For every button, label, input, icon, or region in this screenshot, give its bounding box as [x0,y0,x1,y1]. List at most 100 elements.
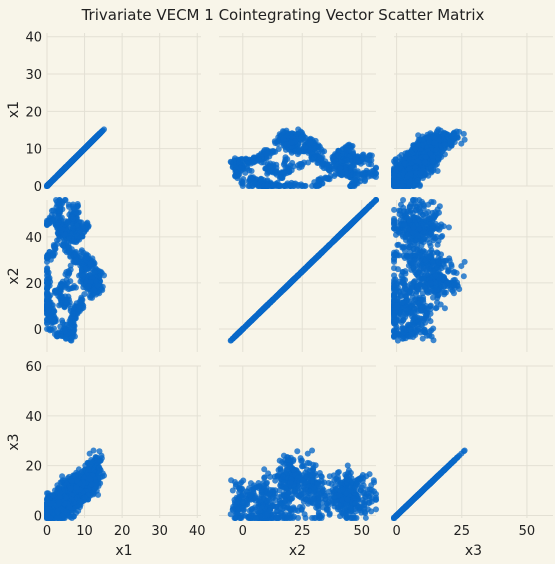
points-group [391,126,468,189]
panel-x2-vs-x2 [219,197,379,352]
panel-x2-vs-x1: 0 20 40 x2 [6,197,201,352]
data-point [426,138,433,145]
data-point [391,171,397,178]
data-point [69,224,76,231]
data-point [326,161,333,168]
data-point [460,130,467,137]
data-point [458,140,465,147]
data-point [239,180,246,187]
data-point [239,325,246,332]
data-point [391,179,397,186]
data-point [70,258,77,265]
data-point [430,167,437,174]
data-point [421,159,428,166]
data-point [355,158,362,165]
data-point [52,290,59,297]
y-axis-label: x1 [6,101,22,118]
data-point [237,165,244,172]
data-point [254,181,261,188]
data-point [327,173,334,180]
data-point [360,169,367,176]
data-point [248,176,255,183]
data-point [297,135,304,142]
data-point [66,203,73,210]
y-axis-label: x2 [6,267,22,284]
data-point [429,158,436,165]
data-point [415,136,422,143]
data-point [368,152,375,159]
panel-x1-vs-x1: 0 10 20 30 40 x1 [6,31,201,195]
data-point [74,200,81,207]
data-point [91,269,98,276]
data-point [422,153,429,160]
data-point [57,209,64,216]
data-point [44,265,51,272]
data-point [284,156,291,163]
points-group [44,126,108,189]
data-point [407,170,414,177]
data-point [87,260,94,267]
data-point [50,317,57,324]
y-tick-label: 20 [25,277,42,292]
data-point [414,158,421,165]
data-point [307,139,314,146]
data-point [326,242,333,249]
data-point [75,209,82,216]
data-point [71,282,78,289]
data-point [68,214,75,221]
data-point [301,159,308,166]
data-point [451,132,458,139]
data-point [309,156,316,163]
y-tick-label: 0 [34,180,42,195]
data-point [429,153,436,160]
data-point [61,328,68,335]
data-point [57,169,64,176]
data-point [276,174,283,181]
y-tick-label: 0 [34,323,42,338]
data-point [294,146,301,153]
data-point [57,323,64,330]
data-point [309,258,316,265]
data-point [248,168,255,175]
data-point [290,163,297,170]
data-point [59,317,66,324]
data-point [361,178,368,185]
data-point [422,171,429,178]
data-point [431,139,438,146]
data-point [414,177,421,184]
data-point [290,276,297,283]
data-point [65,242,72,249]
y-tick-label: 40 [25,31,42,46]
data-point [301,266,308,273]
y-tick-label: 10 [25,143,42,158]
data-point [302,182,309,189]
data-point [435,126,442,133]
data-point [54,241,61,248]
data-point [365,161,372,168]
data-point [441,129,448,136]
data-point [434,154,441,161]
data-point [372,165,379,172]
data-point [441,141,448,148]
y-tick-label: 20 [25,105,42,120]
data-point [359,152,366,159]
points-group [44,197,108,344]
data-point [61,197,68,204]
data-point [417,169,424,176]
points-group [227,197,379,344]
data-point [305,159,312,166]
data-point [398,152,405,159]
points-group [227,126,379,189]
panel-x1-vs-x3 [391,33,553,189]
chart-title: Trivariate VECM 1 Cointegrating Vector S… [81,6,485,24]
panel-x1-vs-x2 [219,33,379,189]
data-point [80,272,87,279]
data-point [280,142,287,149]
y-tick-label: 40 [25,231,42,246]
data-point [84,286,91,293]
data-point [447,139,454,146]
y-tick-label: 30 [25,68,42,83]
data-point [46,325,53,332]
